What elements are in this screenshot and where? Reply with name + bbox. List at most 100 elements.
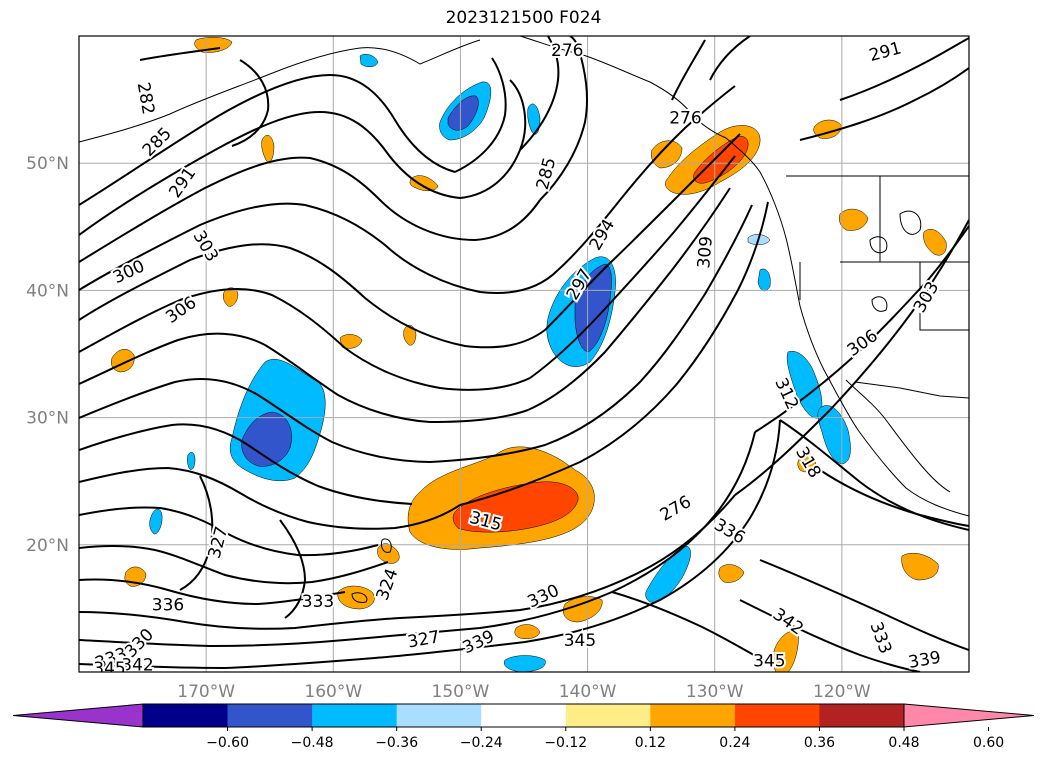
longitude-label: 160°W: [304, 682, 362, 702]
contour-label: 327: [205, 524, 233, 561]
colorbar-tick-label: −0.48: [291, 735, 334, 751]
colorbar-segment: [227, 704, 313, 727]
contour-label: 339: [907, 648, 942, 673]
contour-line: [839, 37, 969, 101]
colorbar-tick-label: −0.12: [544, 735, 587, 751]
positive-anomaly-small18: [718, 564, 745, 583]
contour-label: 336: [710, 515, 748, 549]
contour-line: [459, 201, 769, 506]
negative-anomaly-small5: [757, 268, 771, 292]
negative-anomaly-baja2: [817, 405, 851, 465]
latitude-label: 40°N: [26, 281, 69, 301]
pacific-northwest-coast: [725, 137, 969, 517]
contour-label: 276: [669, 108, 701, 128]
positive-anomaly-core: [452, 481, 579, 533]
shaded-anomaly-fills: [111, 37, 947, 672]
positive-anomaly-small3: [772, 630, 799, 672]
contour-label: 276: [551, 41, 583, 61]
contour-line: [544, 133, 741, 331]
contour-label: 333: [302, 592, 334, 612]
contour-line: [79, 377, 431, 463]
contour-line: [79, 243, 546, 349]
contour-line: [231, 59, 270, 147]
contour-label: 345: [564, 631, 596, 651]
contour-line: [611, 591, 771, 665]
negative-anomaly-sw: [504, 655, 546, 672]
positive-anomaly-small10: [403, 324, 417, 346]
positive-anomaly-small20: [651, 140, 683, 169]
contour-label: 291: [867, 38, 904, 66]
colorbar-tick-label: −0.24: [460, 735, 503, 751]
colorbar-segment: [650, 704, 736, 727]
colorbar-outline: [142, 703, 905, 728]
latitude-label: 30°N: [26, 409, 69, 429]
positive-anomaly-small1: [337, 585, 375, 610]
colorbar-extend-low: [12, 703, 144, 728]
colorbar-segment: [396, 704, 482, 727]
baja-peninsula-coast: [845, 379, 951, 493]
longitude-label: 120°W: [813, 682, 871, 702]
contour-line: [454, 57, 507, 173]
contour-line: [79, 156, 541, 263]
hawaii-island-1: [381, 538, 392, 553]
negative-anomaly-small1: [149, 508, 163, 535]
contour-label: 330: [525, 581, 563, 613]
colorbar-tick-label: −0.60: [206, 735, 249, 751]
latitude-labels: 50°N 40°N 30°N 20°N: [26, 154, 69, 556]
contour-label: 285: [533, 155, 561, 192]
contour-line: [79, 431, 756, 648]
state-border-1: [879, 176, 969, 263]
contour-line: [79, 287, 531, 391]
negative-anomaly-small3: [359, 54, 379, 67]
island-3: [871, 296, 888, 312]
island-1: [869, 236, 888, 254]
contour-label: 327: [406, 627, 441, 652]
negative-anomaly-west-core: [241, 411, 292, 467]
colorbar-extend-high: [903, 703, 1035, 728]
map-title: 2023121500 F024: [445, 8, 602, 28]
colorbar-segment: [734, 704, 820, 727]
contour-label: 342: [121, 655, 153, 675]
island-2: [899, 210, 922, 235]
contour-line: [79, 419, 781, 670]
contour-label: 291: [165, 164, 200, 202]
contour-line: [779, 419, 969, 531]
colorbar-tick-label: 0.24: [719, 735, 750, 751]
contour-label: 345: [93, 659, 125, 679]
contour-line: [734, 219, 969, 496]
contour-line: [709, 36, 751, 81]
contour-label: 345: [753, 652, 785, 672]
contour-line: [79, 544, 389, 585]
longitude-label: 140°W: [559, 682, 617, 702]
contour-label: 294: [586, 216, 620, 254]
colorbar-segment: [819, 704, 905, 727]
contour-line: [139, 47, 221, 61]
contour-line: [79, 506, 379, 557]
positive-anomaly-small7: [261, 134, 275, 163]
contour-label: 309: [694, 235, 717, 269]
contour-line: [79, 494, 736, 630]
latitude-label: 20°N: [26, 536, 69, 556]
contour-label: 306: [844, 326, 882, 361]
positive-anomaly-small17: [514, 624, 541, 639]
colorbar-tick-label: 0.12: [635, 735, 666, 751]
contour-line: [759, 559, 969, 651]
contour-line: [739, 599, 921, 672]
contour-line: [557, 85, 736, 271]
colorbar-segment: [481, 704, 567, 727]
contour-line: [79, 79, 527, 236]
isentropic-contour-lines: [79, 36, 969, 672]
negative-anomaly-north-core: [447, 95, 479, 131]
contour-label: 282: [133, 81, 158, 116]
longitude-label: 170°W: [177, 682, 235, 702]
contour-line: [79, 466, 461, 530]
negative-anomaly-se: [645, 545, 691, 603]
contour-label: 339: [460, 626, 498, 658]
contour-line: [79, 423, 413, 505]
latitude-label: 50°N: [26, 154, 69, 174]
contour-label: 276: [657, 492, 695, 526]
longitude-label: 130°W: [686, 682, 744, 702]
contour-line: [799, 67, 969, 141]
contour-label: 333: [865, 619, 895, 656]
